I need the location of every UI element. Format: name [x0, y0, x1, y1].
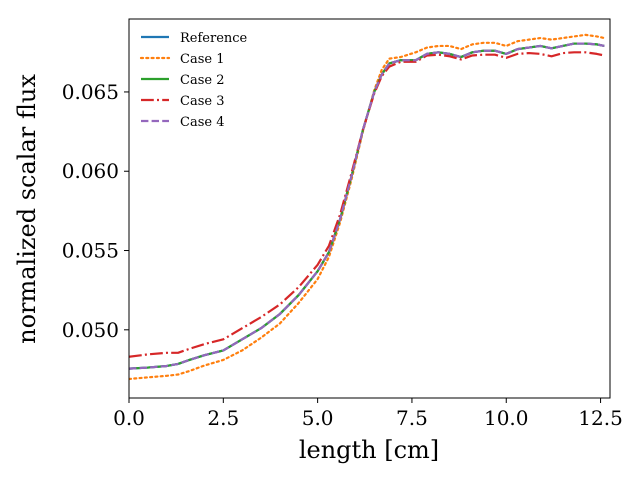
y-axis-label: normalized scalar flux — [13, 74, 41, 344]
legend: Reference Case 1 Case 2 Case 3 Case 4 — [134, 24, 258, 139]
series-line-3 — [129, 51, 605, 358]
x-axis-label: length [cm] — [299, 436, 439, 464]
legend-label-0: Reference — [180, 31, 248, 46]
series-line-4 — [129, 42, 605, 370]
y-tick-label-1: 0.055 — [62, 239, 119, 263]
series-line-1 — [129, 33, 606, 381]
x-tick-label-3: 7.5 — [396, 406, 428, 430]
legend-label-4: Case 4 — [180, 115, 224, 130]
x-tick-label-2: 5.0 — [302, 406, 334, 430]
axes: 0.0 2.5 5.0 7.5 10.0 12.5 0.050 0.055 0.060 0.065 — [62, 18, 623, 430]
x-tick-label-1: 2.5 — [207, 406, 239, 430]
legend-label-2: Case 2 — [180, 73, 224, 88]
y-tick-label-0: 0.050 — [62, 318, 119, 342]
x-tick-label-0: 0.0 — [113, 406, 145, 430]
axes-frame — [128, 18, 611, 399]
legend-box — [134, 24, 258, 139]
legend-label-3: Case 3 — [180, 94, 224, 109]
legend-label-1: Case 1 — [180, 52, 224, 67]
x-tick-label-5: 12.5 — [578, 406, 623, 430]
y-tick-label-2: 0.060 — [62, 159, 119, 183]
x-tick-label-4: 10.0 — [484, 406, 529, 430]
plot-area — [129, 33, 606, 381]
y-tick-label-3: 0.065 — [62, 80, 119, 104]
